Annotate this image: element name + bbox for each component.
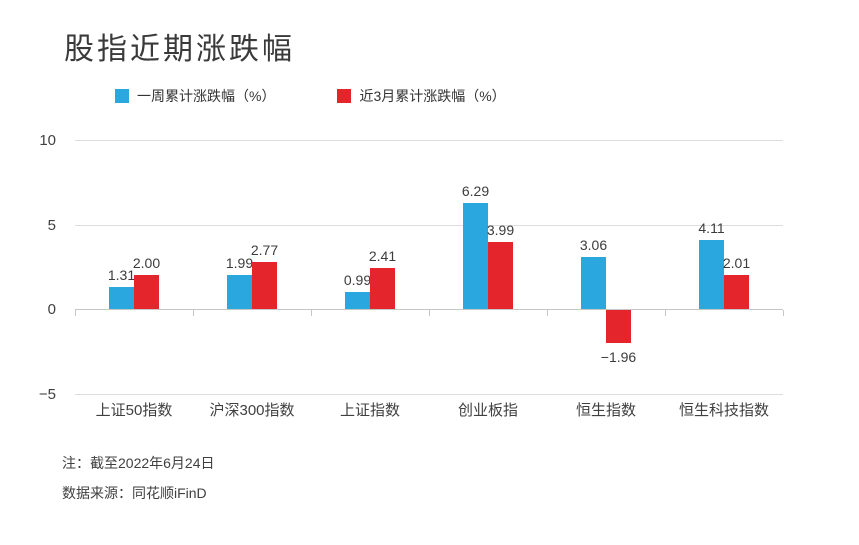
legend-swatch-3month-icon (337, 89, 352, 103)
bar-week (699, 239, 724, 309)
y-tick-label: 10 (39, 132, 56, 149)
bar-week (581, 257, 606, 309)
gridline (75, 140, 783, 141)
x-category-label: 沪深300指数 (209, 402, 295, 419)
bar-3month (488, 241, 513, 309)
gridline (75, 393, 783, 395)
legend-item-3month: 近3月累计涨跌幅（%） (337, 86, 506, 106)
x-axis-tick (311, 310, 312, 316)
legend-swatch-week-icon (115, 89, 129, 103)
value-label: 6.29 (461, 182, 490, 199)
bar-3month (134, 275, 159, 309)
bar-3month (606, 310, 631, 344)
value-label: 0.99 (343, 272, 372, 289)
value-label: 3.06 (579, 237, 608, 254)
bar-week (227, 275, 252, 309)
x-axis-tick (547, 310, 548, 316)
x-category-label: 恒生科技指数 (678, 402, 769, 419)
value-label: 3.99 (486, 221, 515, 238)
legend: 一周累计涨跌幅（%） 近3月累计涨跌幅（%） (115, 86, 506, 106)
legend-item-week: 一周累计涨跌幅（%） (115, 86, 275, 106)
bar-3month (252, 262, 277, 309)
bar-week (345, 292, 370, 309)
footnotes: 注：截至2022年6月24日 数据来源：同花顺iFinD (62, 448, 215, 508)
legend-label-3month: 近3月累计涨跌幅（%） (359, 88, 506, 104)
value-label: 1.31 (107, 266, 136, 283)
x-axis-tick (429, 310, 430, 316)
bar-3month (370, 268, 395, 309)
gridline (75, 224, 783, 226)
bar-week (463, 202, 488, 309)
x-category-label: 上证指数 (339, 402, 400, 419)
y-tick-label: 5 (47, 216, 56, 234)
x-category-label: 恒生指数 (575, 402, 636, 419)
value-label: 2.41 (368, 248, 397, 265)
legend-label-week: 一周累计涨跌幅（%） (137, 88, 276, 104)
x-axis-line (75, 309, 783, 310)
note-source: 数据来源：同花顺iFinD (62, 485, 207, 501)
x-axis-tick (783, 310, 784, 316)
note-date: 注：截至2022年6月24日 (62, 455, 215, 471)
value-label: 2.01 (722, 255, 751, 272)
value-label: 1.99 (225, 255, 254, 272)
x-category-label: 上证50指数 (95, 402, 173, 419)
x-axis-tick (193, 310, 194, 316)
x-axis-tick (75, 310, 76, 316)
bar-3month (724, 275, 749, 309)
x-axis-tick (665, 310, 666, 316)
value-label: −1.96 (600, 349, 637, 366)
chart-title: 股指近期涨跌幅 (64, 33, 295, 66)
y-tick-label: −5 (38, 385, 56, 403)
value-label: 2.00 (132, 255, 161, 272)
bar-week (109, 286, 134, 309)
value-label: 4.11 (698, 219, 725, 236)
y-tick-label: 0 (47, 301, 56, 318)
value-label: 2.77 (250, 242, 279, 259)
x-category-label: 创业板指 (457, 402, 518, 419)
